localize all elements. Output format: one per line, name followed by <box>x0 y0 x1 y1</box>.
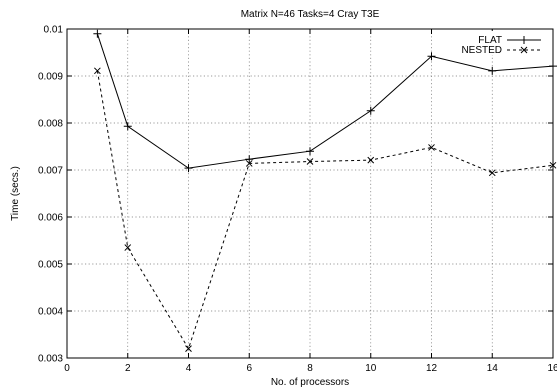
data-point-nested <box>306 158 314 165</box>
legend-samples <box>507 36 541 54</box>
y-tick-label: 0.006 <box>38 213 63 224</box>
legend-marker-nested <box>520 46 528 54</box>
data-point-flat <box>93 29 102 38</box>
x-tick-label: 16 <box>547 363 557 374</box>
series-flat <box>93 29 557 173</box>
data-point-flat <box>427 52 436 61</box>
x-tick-label: 0 <box>64 363 70 374</box>
plot-frame <box>66 28 554 359</box>
series-line-nested <box>96 70 554 350</box>
legend: FLAT NESTED <box>450 31 550 56</box>
legend-label-nested: NESTED <box>461 45 502 56</box>
data-point-nested <box>549 161 557 169</box>
x-tick-label: 4 <box>186 363 192 374</box>
data-point-flat <box>245 155 254 164</box>
data-point-flat <box>306 147 314 156</box>
legend-background <box>450 31 550 55</box>
series-nested <box>94 67 557 352</box>
x-tick-label: 14 <box>487 363 499 374</box>
x-axis-label: No. of processors <box>271 377 349 388</box>
data-point-nested <box>367 156 375 164</box>
grid-lines <box>67 29 553 358</box>
y-tick-label: 0.009 <box>38 72 63 83</box>
y-axis-label: Time (secs.) <box>10 166 21 221</box>
data-point-flat <box>123 122 132 131</box>
data-point-nested <box>245 160 253 167</box>
data-point-nested <box>185 345 192 352</box>
y-tick-label: 0.01 <box>44 25 64 36</box>
x-tick-label: 2 <box>125 363 131 374</box>
y-tick-label: 0.004 <box>38 307 63 318</box>
y-tick-label: 0.003 <box>38 354 63 365</box>
axis-ticks <box>66 28 554 359</box>
data-point-flat <box>549 62 557 71</box>
data-point-flat <box>488 66 497 75</box>
x-tick-label: 8 <box>307 363 313 374</box>
data-point-nested <box>94 67 101 75</box>
x-tick-labels: 0 2 4 6 8 10 12 14 16 <box>64 363 557 374</box>
y-tick-label: 0.008 <box>38 119 63 130</box>
legend-label-flat: FLAT <box>478 35 502 46</box>
y-tick-label: 0.007 <box>38 166 63 177</box>
data-point-nested <box>124 244 132 251</box>
chart-title: Matrix N=46 Tasks=4 Cray T3E <box>241 9 380 20</box>
legend-marker-flat <box>520 36 528 44</box>
y-tick-labels: 0.003 0.004 0.005 0.006 0.007 0.008 0.009 0.01 <box>38 25 63 365</box>
x-tick-label: 6 <box>246 363 252 374</box>
data-point-nested <box>488 169 496 177</box>
data-point-flat <box>184 164 193 173</box>
x-tick-label: 12 <box>426 363 438 374</box>
data-point-flat <box>366 106 375 115</box>
x-tick-label: 10 <box>365 363 377 374</box>
y-tick-label: 0.005 <box>38 260 63 271</box>
data-series <box>93 29 557 352</box>
data-point-nested <box>428 144 435 151</box>
